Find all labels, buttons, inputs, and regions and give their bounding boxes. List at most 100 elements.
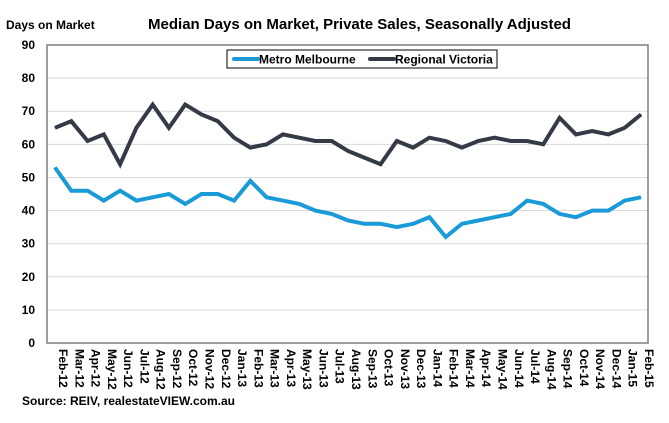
data-point: [624, 200, 626, 202]
x-tick-label: Dec-13: [414, 349, 428, 389]
data-point: [363, 157, 365, 159]
data-point: [152, 196, 154, 198]
data-point: [201, 193, 202, 195]
data-point: [54, 127, 56, 129]
data-point: [607, 133, 609, 135]
x-tick-label: Oct-14: [577, 349, 591, 387]
y-tick-label: 60: [22, 137, 36, 151]
x-tick-label: Jan-15: [626, 349, 640, 387]
data-point: [477, 140, 479, 142]
data-point: [249, 147, 251, 149]
data-point: [201, 114, 202, 116]
x-tick-label: Oct-13: [382, 349, 396, 387]
data-point: [461, 147, 463, 149]
data-point: [640, 114, 642, 116]
data-point: [591, 210, 593, 212]
data-point: [526, 200, 528, 202]
x-tick-label: May-14: [496, 349, 510, 390]
data-point: [412, 223, 414, 225]
data-point: [135, 200, 137, 202]
data-point: [396, 226, 398, 228]
data-point: [233, 200, 235, 202]
data-point: [168, 127, 170, 129]
data-point: [168, 193, 170, 195]
x-tick-label: Jun-12: [121, 349, 135, 388]
x-tick-label: Sep-13: [365, 349, 379, 389]
y-tick-label: 80: [22, 71, 36, 85]
x-tick-label: Dec-12: [219, 349, 233, 389]
x-axis-ticks: Feb-12 Mar-12 Apr-12 May-12 Jun-12 Jul-12 Aug-…: [56, 349, 656, 390]
x-tick-label: Feb-13: [251, 349, 265, 388]
data-point: [624, 127, 626, 129]
data-point: [510, 213, 512, 215]
plot-area-border: [46, 44, 649, 344]
x-tick-label: Oct-12: [186, 349, 200, 387]
data-point: [331, 140, 333, 142]
data-point: [607, 210, 609, 212]
data-point: [575, 216, 577, 218]
x-tick-label: Feb-12: [56, 349, 70, 388]
series-line-regional-victoria: [54, 101, 643, 169]
data-point: [119, 163, 121, 165]
x-tick-label: Jul-13: [333, 349, 347, 384]
data-point: [282, 133, 284, 135]
source-note: Source: REIV, realestateVIEW.com.au: [22, 394, 235, 408]
data-point: [103, 133, 105, 135]
data-point: [298, 137, 300, 139]
data-point: [314, 140, 316, 142]
data-point: [559, 117, 561, 119]
x-tick-label: Apr-12: [89, 349, 103, 387]
y-tick-label: 40: [22, 204, 36, 218]
data-point: [184, 203, 186, 205]
data-point: [494, 216, 495, 218]
data-point: [396, 140, 398, 142]
x-tick-label: Feb-15: [642, 349, 656, 388]
x-tick-label: Mar-14: [463, 349, 477, 388]
data-point: [412, 147, 414, 149]
x-tick-label: Dec-14: [609, 349, 623, 389]
x-tick-label: Jul-14: [528, 349, 542, 384]
data-point: [363, 223, 365, 225]
data-point: [526, 140, 528, 142]
y-tick-label: 10: [22, 303, 36, 317]
x-tick-label: Aug-14: [544, 349, 558, 390]
y-tick-label: 30: [22, 237, 36, 251]
data-point: [184, 104, 186, 106]
y-tick-label: 90: [22, 38, 36, 52]
data-point: [54, 167, 56, 169]
data-point: [282, 200, 284, 202]
data-point: [542, 143, 544, 145]
y-tick-label: 50: [22, 170, 36, 184]
data-point: [559, 213, 561, 215]
data-point: [575, 133, 577, 135]
legend-label: Regional Victoria: [395, 53, 493, 67]
data-point: [266, 196, 268, 198]
x-tick-label: Feb-14: [447, 349, 461, 388]
y-axis-label: Days on Market: [6, 18, 95, 32]
x-tick-label: Aug-12: [154, 349, 168, 390]
data-point: [70, 120, 72, 122]
x-tick-label: Mar-13: [268, 349, 282, 388]
x-tick-label: Sep-14: [561, 349, 575, 389]
gridlines: [47, 77, 648, 311]
data-point: [428, 216, 430, 218]
legend-box: [226, 49, 498, 69]
data-point: [445, 236, 447, 238]
x-tick-label: Apr-14: [479, 349, 493, 387]
x-tick-label: Apr-13: [284, 349, 298, 387]
x-tick-label: Sep-12: [170, 349, 184, 389]
x-tick-label: Jun-13: [316, 349, 330, 388]
legend-label: Metro Melbourne: [259, 53, 356, 67]
chart-title: Median Days on Market, Private Sales, Se…: [148, 16, 571, 33]
data-point: [70, 190, 72, 192]
data-point: [477, 219, 479, 221]
x-tick-label: Jun-14: [512, 349, 526, 388]
data-point: [87, 190, 89, 192]
data-point: [640, 196, 642, 198]
y-tick-label: 20: [22, 270, 36, 284]
y-tick-label: 0: [28, 336, 35, 350]
data-point: [217, 120, 219, 122]
data-point: [510, 140, 512, 142]
x-tick-label: Aug-13: [349, 349, 363, 390]
